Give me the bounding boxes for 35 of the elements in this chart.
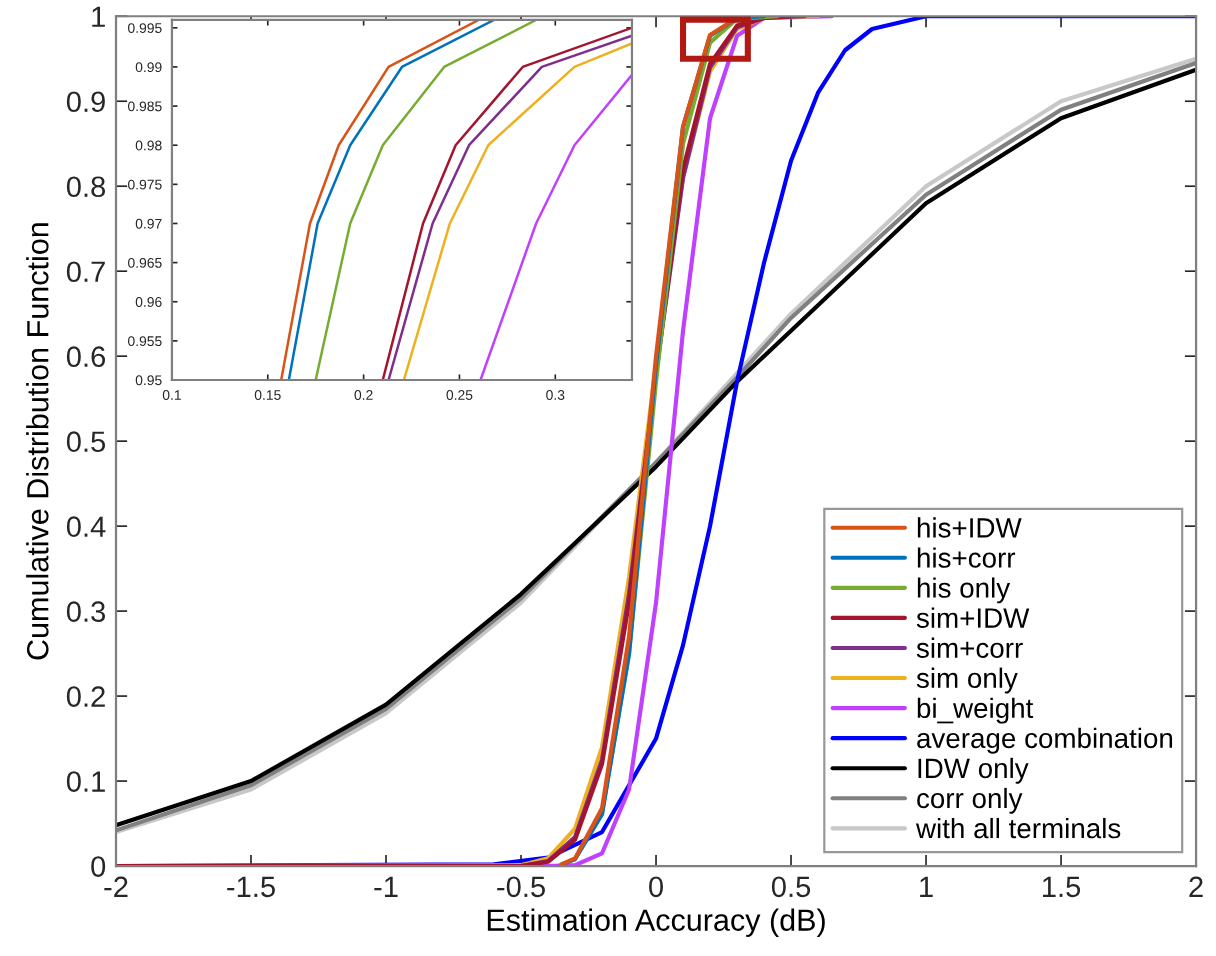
legend-label: his+corr: [917, 547, 1016, 568]
legend-label: sim+IDW: [916, 607, 1030, 628]
x-tick-label: -1: [374, 876, 398, 897]
legend-label: sim+corr: [916, 637, 1023, 658]
y-tick-label: 0.1: [66, 771, 105, 792]
y-tick-label: 0.5: [66, 431, 106, 452]
x-axis-title: Estimation Accuracy (dB): [487, 908, 825, 937]
line-series: [479, 73, 632, 381]
y-tick-label: 0: [91, 856, 106, 877]
x-tick-label: -2: [104, 876, 128, 897]
x-tick-label: -1.5: [227, 876, 275, 898]
legend-label: his only: [917, 577, 1011, 604]
y-tick-label: 0.2: [66, 686, 105, 707]
x-tick-label: -0.5: [497, 876, 545, 898]
legend-label: average combination: [917, 727, 1173, 754]
legend-label: corr only: [917, 787, 1023, 814]
y-tick-label: 0.9: [66, 91, 105, 113]
legend-label: IDW only: [918, 757, 1029, 784]
y-tick-label: 0.3: [66, 601, 106, 622]
legend-label: bi_weight: [917, 697, 1034, 724]
y-tick-label: 0.8: [66, 176, 106, 198]
y-axis-title: Cumulative Distribution Function: [26, 223, 49, 660]
legend-label: sim only: [916, 667, 1018, 694]
legend-label: his+IDW: [917, 517, 1022, 538]
x-tick-label: 2: [1189, 876, 1203, 897]
y-tick-label: 0.6: [66, 346, 106, 368]
y-tick-label: 0.7: [66, 261, 105, 283]
y-tick-label: 0.4: [66, 516, 106, 537]
x-tick-label: 1.5: [1043, 876, 1081, 898]
legend-label: with all terminals: [915, 817, 1121, 839]
x-tick-label: 1: [920, 876, 933, 897]
x-tick-label: 0.5: [771, 876, 811, 898]
x-tick-label: 0: [649, 876, 663, 898]
y-tick-label: 1: [92, 6, 105, 27]
line-series: [314, 19, 538, 381]
